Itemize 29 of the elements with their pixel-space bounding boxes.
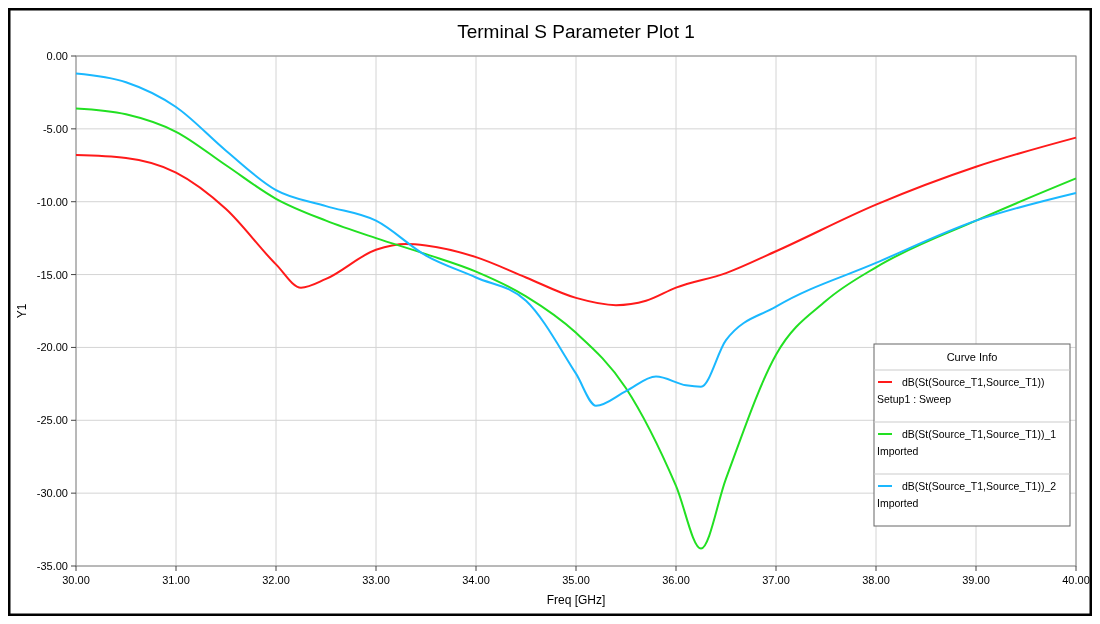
legend-title: Curve Info (946, 351, 998, 363)
y-tick-label: -10.00 (36, 195, 68, 208)
x-tick-label: 31.00 (162, 574, 190, 586)
y-tick-label: -15.00 (36, 268, 68, 281)
y-axis-title: Y1 (15, 303, 29, 319)
x-tick-label: 36.00 (662, 574, 690, 586)
line-series (75, 107, 1077, 550)
y-tick-label: -20.00 (36, 341, 68, 354)
legend-label: dB(St(Source_T1,Source_T1))_1 Imported (877, 428, 1057, 457)
legend-label: dB(St(Source_T1,Source_T1))_2 Imported (877, 480, 1057, 509)
x-tick-label: 35.00 (562, 574, 590, 586)
x-tick-label: 30.00 (62, 574, 90, 586)
line-series (75, 136, 1077, 307)
x-tick-label: 32.00 (262, 574, 290, 586)
x-axis-title: Freq [GHz] (546, 593, 606, 607)
x-tick-label: 39.00 (962, 574, 990, 586)
x-tick-label: 34.00 (462, 574, 490, 586)
y-tick-label: 0.00 (46, 50, 68, 62)
line-series (75, 72, 1077, 407)
x-tick-label: 33.00 (362, 574, 390, 586)
x-tick-label: 37.00 (762, 574, 790, 586)
y-tick-label: -30.00 (36, 487, 68, 500)
chart-title: Terminal S Parameter Plot 1 (457, 21, 695, 42)
y-tick-label: -5.00 (42, 122, 68, 135)
x-tick-label: 38.00 (862, 574, 890, 586)
x-tick-label: 40.00 (1062, 574, 1090, 586)
legend-label: dB(St(Source_T1,Source_T1)) Setup1 : Sweep (877, 376, 1045, 405)
y-tick-label: -25.00 (36, 414, 68, 427)
y-tick-label: -35.00 (36, 560, 68, 572)
